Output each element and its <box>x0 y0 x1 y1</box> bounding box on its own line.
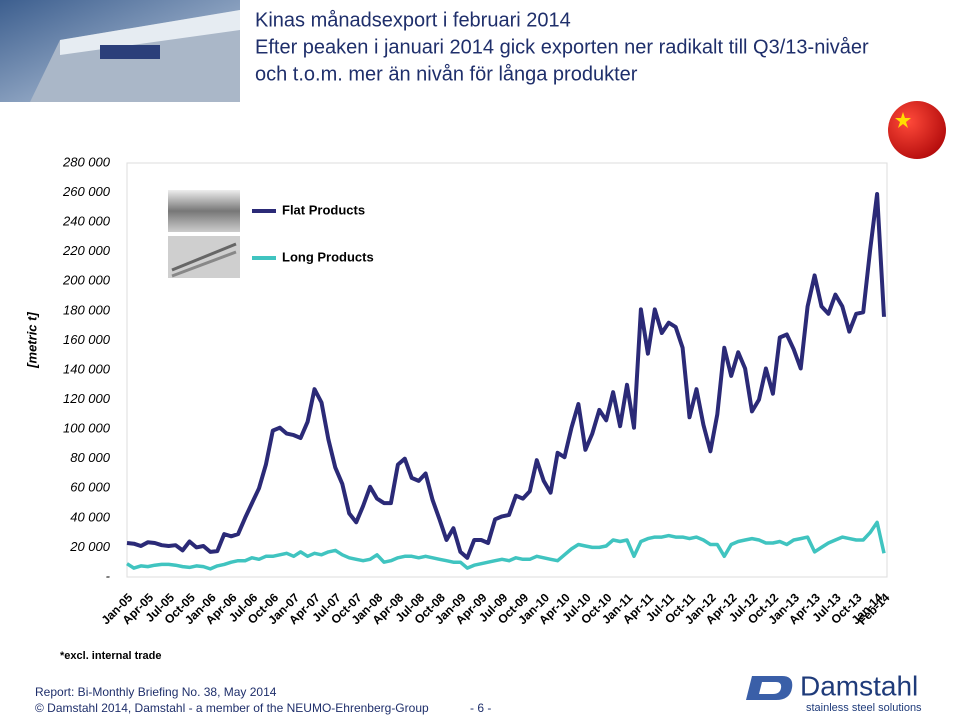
series-line <box>126 192 886 560</box>
title-line: Efter peaken i januari 2014 gick exporte… <box>255 36 869 58</box>
legend <box>168 190 240 278</box>
logo-text: Damstahl <box>800 670 918 701</box>
y-tick-label: 40 000 <box>70 509 111 524</box>
logo-tagline: stainless steel solutions <box>806 702 922 714</box>
legend-label: Long Products <box>282 249 374 264</box>
y-tick-label: 200 000 <box>62 273 111 288</box>
y-tick-label: 260 000 <box>62 184 111 199</box>
y-tick-label: 140 000 <box>63 361 111 376</box>
plot-frame <box>126 162 888 578</box>
footer-report: Report: Bi-Monthly Briefing No. 38, May … <box>35 685 277 699</box>
y-tick-label: - <box>106 568 111 583</box>
legend-label: Flat Products <box>282 202 365 217</box>
footnote: *excl. internal trade <box>60 650 162 662</box>
y-tick-label: 60 000 <box>70 480 111 495</box>
y-tick-label: 120 000 <box>63 391 111 406</box>
page-number: - 6 - <box>470 701 491 715</box>
logo: Damstahl stainless steel solutions <box>746 670 922 714</box>
y-tick-label: 180 000 <box>63 302 111 317</box>
title-line: och t.o.m. mer än nivån för långa produk… <box>255 63 638 85</box>
legend-image <box>168 190 240 232</box>
footer-copyright: © Damstahl 2014, Damstahl - a member of … <box>35 701 429 715</box>
series-line <box>126 520 886 571</box>
y-tick-label: 160 000 <box>63 332 111 347</box>
y-tick-label: 240 000 <box>62 214 111 229</box>
y-tick-label: 220 000 <box>62 243 111 258</box>
header-photo <box>0 0 240 102</box>
y-tick-label: 20 000 <box>69 539 111 554</box>
y-axis-label: [metric t] <box>24 312 39 369</box>
y-tick-label: 100 000 <box>63 421 111 436</box>
china-flag <box>888 101 946 159</box>
y-tick-label: 80 000 <box>70 450 111 465</box>
y-tick-label: 280 000 <box>62 154 111 169</box>
title-line: Kinas månadsexport i februari 2014 <box>255 9 571 31</box>
